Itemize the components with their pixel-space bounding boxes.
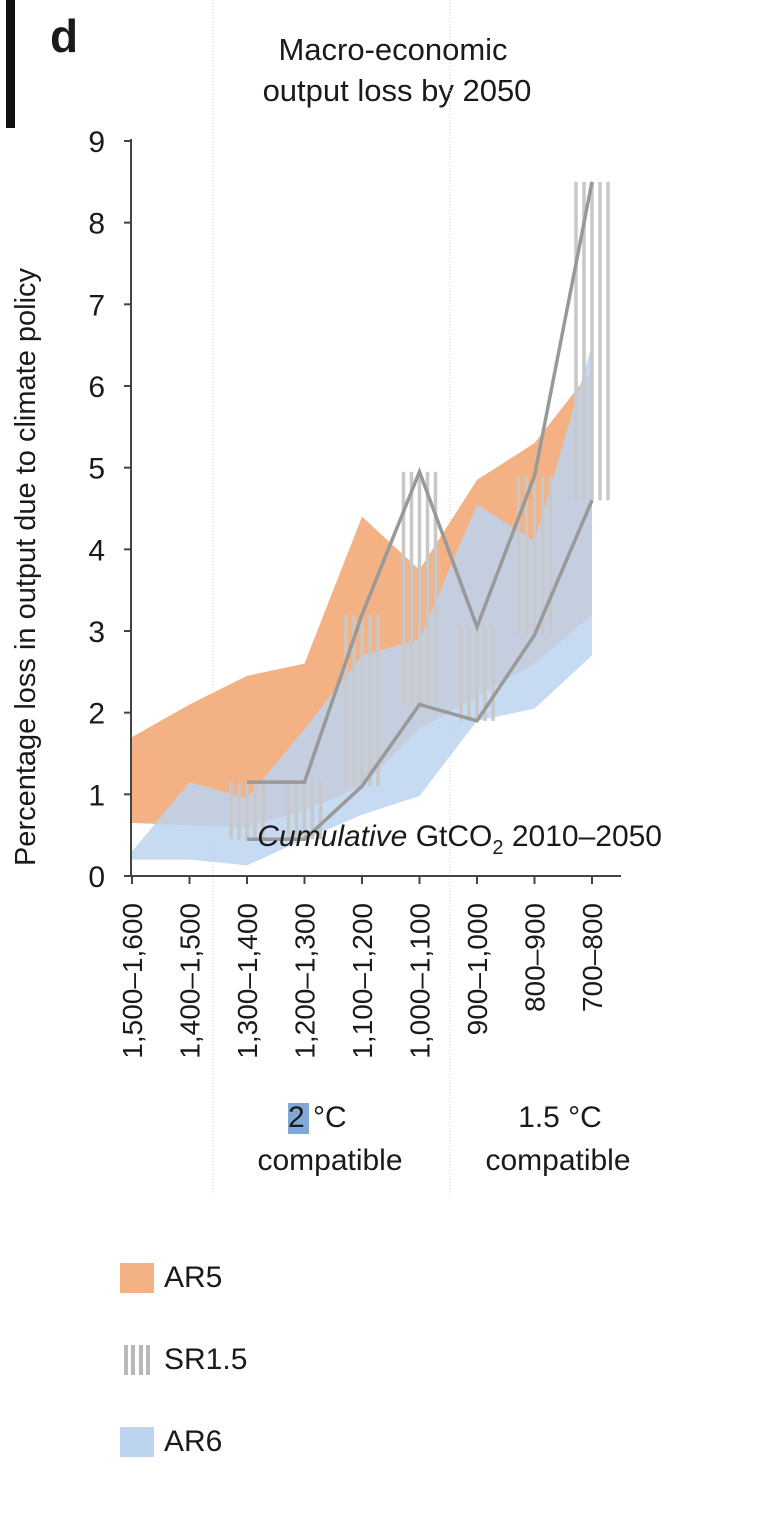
group-label-2c-line-1: 2 °C	[288, 1101, 347, 1134]
group-label-2c-line-2: compatible	[257, 1144, 402, 1177]
group-label-2c: 2 °C compatible	[257, 1101, 402, 1177]
group-label-2c-unit: °C	[305, 1101, 347, 1134]
legend-swatch-sr15	[120, 1345, 154, 1375]
y-tick-label: 0	[88, 861, 105, 894]
legend-item-ar6: AR6	[120, 1422, 247, 1462]
legend-swatch-bar	[124, 1345, 128, 1375]
y-tick-label: 5	[88, 453, 105, 486]
x-tick-label: 1,000–1,100	[405, 903, 436, 1059]
legend-item-ar5: AR5	[120, 1258, 247, 1298]
legend-label-sr15: SR1.5	[164, 1343, 248, 1376]
group-label-1-5c: 1.5 °C compatible	[485, 1101, 630, 1177]
y-tick-label: 1	[88, 779, 105, 812]
x-tick-label: 1,200–1,300	[290, 903, 321, 1059]
panel-marker-bar	[6, 0, 15, 128]
chart: d Macro-economic output loss by 2050 Per…	[6, 0, 662, 1195]
y-tick-label: 9	[88, 126, 105, 159]
group-label-1-5c-line-2: compatible	[485, 1144, 630, 1177]
x-tick-label: 900–1,000	[462, 903, 493, 1035]
group-label-1-5c-line-1: 1.5 °C	[518, 1101, 602, 1134]
band-ar5	[132, 369, 592, 827]
y-tick-label: 7	[88, 289, 105, 322]
legend-label-ar5: AR5	[164, 1261, 223, 1294]
y-tick-label: 4	[88, 534, 105, 567]
x-axis-label: Cumulative GtCO2 2010–2050	[257, 820, 662, 859]
plot-area: 0 1 2 3 4 5 6 7 8 9 1,500–1,600 1,400–1,500 1,300–1,…	[88, 0, 621, 1195]
legend-swatch-ar5	[120, 1263, 154, 1293]
legend-label-ar6: AR6	[164, 1425, 223, 1458]
x-tick-label: 1,100–1,200	[347, 903, 378, 1059]
legend-swatch-bar	[131, 1345, 136, 1375]
y-tick-label: 2	[88, 698, 105, 731]
sr15-high-line	[247, 181, 594, 784]
panel-letter: d	[50, 10, 78, 62]
legend-swatch-ar6	[120, 1427, 154, 1457]
y-tick-label: 8	[88, 208, 105, 241]
x-tick-label: 700–800	[577, 903, 608, 1012]
group-label-2c-highlight-text: 2	[288, 1101, 305, 1134]
y-axis-label: Percentage loss in output due to climate…	[10, 267, 42, 866]
x-axis-label-tail: 2010–2050	[504, 820, 663, 853]
x-axis-label-subscript: 2	[492, 837, 503, 859]
y-tick-label: 3	[88, 616, 105, 649]
legend-swatch-bar	[138, 1345, 143, 1375]
x-tick-label: 1,400–1,500	[175, 903, 206, 1059]
x-tick-label: 1,300–1,400	[232, 903, 263, 1059]
x-tick-label: 800–900	[520, 903, 551, 1012]
legend: AR5 SR1.5 AR6	[120, 1258, 247, 1504]
x-axis-label-base: GtCO	[407, 820, 492, 853]
legend-item-sr15: SR1.5	[120, 1340, 247, 1380]
y-tick-label: 6	[88, 371, 105, 404]
sr15-low-line	[247, 499, 594, 841]
x-axis-label-italic: Cumulative	[257, 820, 407, 853]
legend-swatch-bar	[145, 1345, 150, 1375]
chart-title-line-1: Macro-economic	[278, 32, 507, 67]
chart-title-line-2: output loss by 2050	[263, 73, 532, 108]
group-label-2c-highlight	[288, 1103, 309, 1134]
x-tick-label: 1,500–1,600	[117, 903, 148, 1059]
